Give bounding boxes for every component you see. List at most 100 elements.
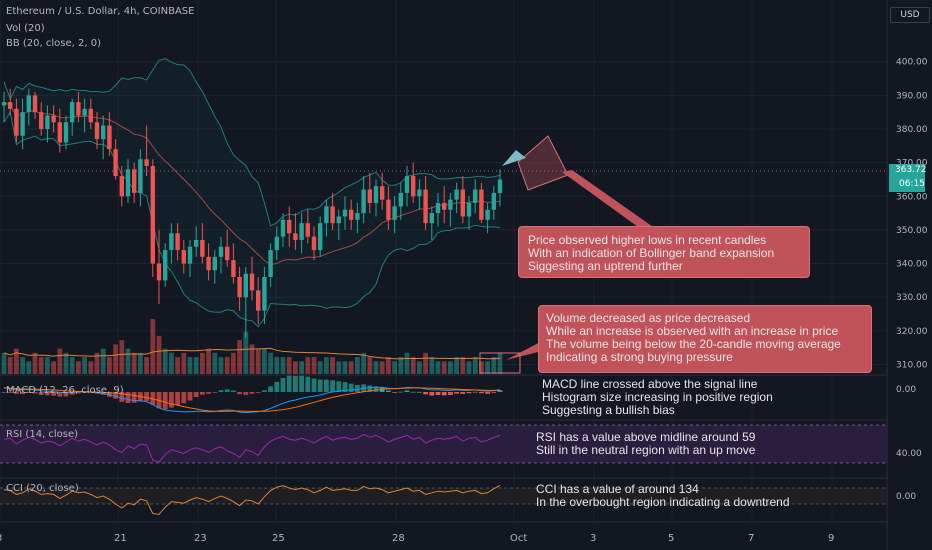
volume-bar	[293, 361, 298, 374]
volume-bar	[113, 344, 118, 374]
bb-lower-line	[3, 110, 501, 328]
macd-histogram-bar	[435, 392, 441, 395]
volume-bar	[454, 357, 459, 374]
macd-histogram-bar	[485, 392, 490, 394]
macd-histogram-bar	[472, 391, 478, 393]
macd-histogram-bar	[231, 390, 236, 392]
volume-highlight-box[interactable]	[479, 352, 521, 374]
volume-bar	[20, 357, 25, 374]
macd-histogram-bar	[479, 392, 484, 394]
chart-title: Ethereum / U.S. Dollar, 4h, COINBASE	[6, 6, 195, 17]
volume-bar	[193, 357, 199, 374]
candle-body	[299, 223, 304, 240]
candle-body	[355, 213, 360, 220]
macd-histogram-bar	[274, 381, 280, 392]
macd-histogram-bar	[69, 392, 75, 395]
candle-body	[163, 250, 168, 281]
macd-histogram-bar	[330, 380, 335, 392]
macd-note-3: Suggesting a bullish bias	[542, 403, 675, 417]
macd-histogram-bar	[1, 392, 7, 393]
volume-bar	[1, 352, 7, 374]
macd-histogram-bar	[187, 392, 193, 401]
candle-body	[175, 233, 180, 251]
price-tick-label: 330.00	[896, 293, 928, 303]
volume-bar	[144, 357, 149, 374]
volume-bar	[249, 344, 255, 374]
candle-body	[249, 273, 255, 291]
volume-bar	[200, 352, 205, 374]
macd-histogram-bar	[342, 382, 348, 392]
candle-body	[361, 189, 366, 214]
macd-histogram-bar	[268, 386, 273, 392]
rsi-note-2: Still in the neutral region with an up m…	[536, 443, 756, 457]
candle-body	[454, 189, 459, 200]
volume-bars	[1, 319, 503, 374]
volume-bar	[237, 340, 242, 374]
candle-body	[311, 236, 317, 251]
volume-bar	[262, 348, 267, 374]
macd-histogram-bar	[131, 392, 137, 403]
volume-note-4: Indicating a strong buying pressure	[546, 350, 733, 364]
volume-bar	[379, 361, 385, 374]
candle-body	[125, 169, 131, 197]
macd-histogram-bar	[26, 392, 32, 393]
volume-bar	[404, 352, 410, 374]
candle-body	[206, 256, 211, 271]
candle-body	[373, 186, 379, 203]
candle-body	[330, 206, 335, 224]
candle-body	[392, 206, 397, 220]
price-tick-label: 390.00	[896, 91, 928, 101]
macd-axis-tick: 0.00	[896, 385, 917, 395]
macd-histogram-bar	[466, 392, 472, 394]
macd-histogram-bar	[243, 392, 249, 395]
volume-bar	[162, 348, 168, 374]
volume-bar	[410, 357, 416, 374]
currency-button[interactable]: USD	[890, 7, 930, 23]
volume-bar	[206, 348, 211, 374]
rsi-pane	[3, 433, 501, 463]
candle-body	[386, 199, 391, 220]
candle-body	[94, 122, 100, 140]
volume-bar	[119, 340, 125, 374]
candle-body	[101, 125, 106, 140]
macd-histogram-bar	[454, 392, 459, 394]
candle-body	[45, 115, 50, 129]
candles[interactable]	[1, 88, 503, 338]
price-note-1: Price observed higher lows in recent can…	[528, 233, 767, 247]
price-axis-ticks: 310.00 320.00 330.00 340.00 350.00 360.00 370.…	[896, 58, 928, 371]
volume-bar	[274, 357, 280, 374]
volume-bar	[7, 357, 13, 374]
time-tick-label: 3	[590, 533, 597, 544]
macd-histogram-bar	[212, 392, 218, 393]
macd-histogram-bar	[324, 379, 329, 392]
macd-histogram-bar	[249, 392, 255, 394]
candle-body	[429, 213, 434, 224]
price-tick-label: 370.00	[896, 159, 928, 169]
candle-body	[256, 290, 261, 311]
bb-basis-line	[3, 101, 501, 266]
candle-body	[398, 192, 403, 207]
macd-histogram-bar	[51, 392, 56, 396]
candle-body	[20, 112, 25, 136]
macd-histogram-bar	[76, 392, 81, 394]
candle-body	[336, 216, 341, 224]
volume-bar	[187, 357, 193, 374]
candle-body	[380, 186, 385, 200]
macd-histogram-bar	[14, 392, 19, 394]
candle-body	[8, 102, 13, 109]
time-tick-label: 21	[114, 533, 127, 544]
volume-bar	[88, 361, 94, 374]
macd-histogram-bar	[355, 384, 360, 392]
volume-note-2: While an increase is observed with an in…	[546, 324, 839, 338]
macd-histogram-bar	[200, 392, 205, 395]
candle-body	[14, 108, 19, 136]
macd-histogram-bar	[7, 392, 13, 393]
time-tick-label: 7	[748, 533, 755, 544]
macd-histogram-bar	[57, 392, 63, 397]
candle-body	[243, 273, 248, 298]
volume-bar	[231, 352, 236, 374]
time-tick-label: Oct	[510, 533, 528, 544]
candle-body	[32, 95, 38, 113]
arrow-up-icon[interactable]	[502, 150, 526, 166]
volume-bar	[224, 357, 230, 374]
